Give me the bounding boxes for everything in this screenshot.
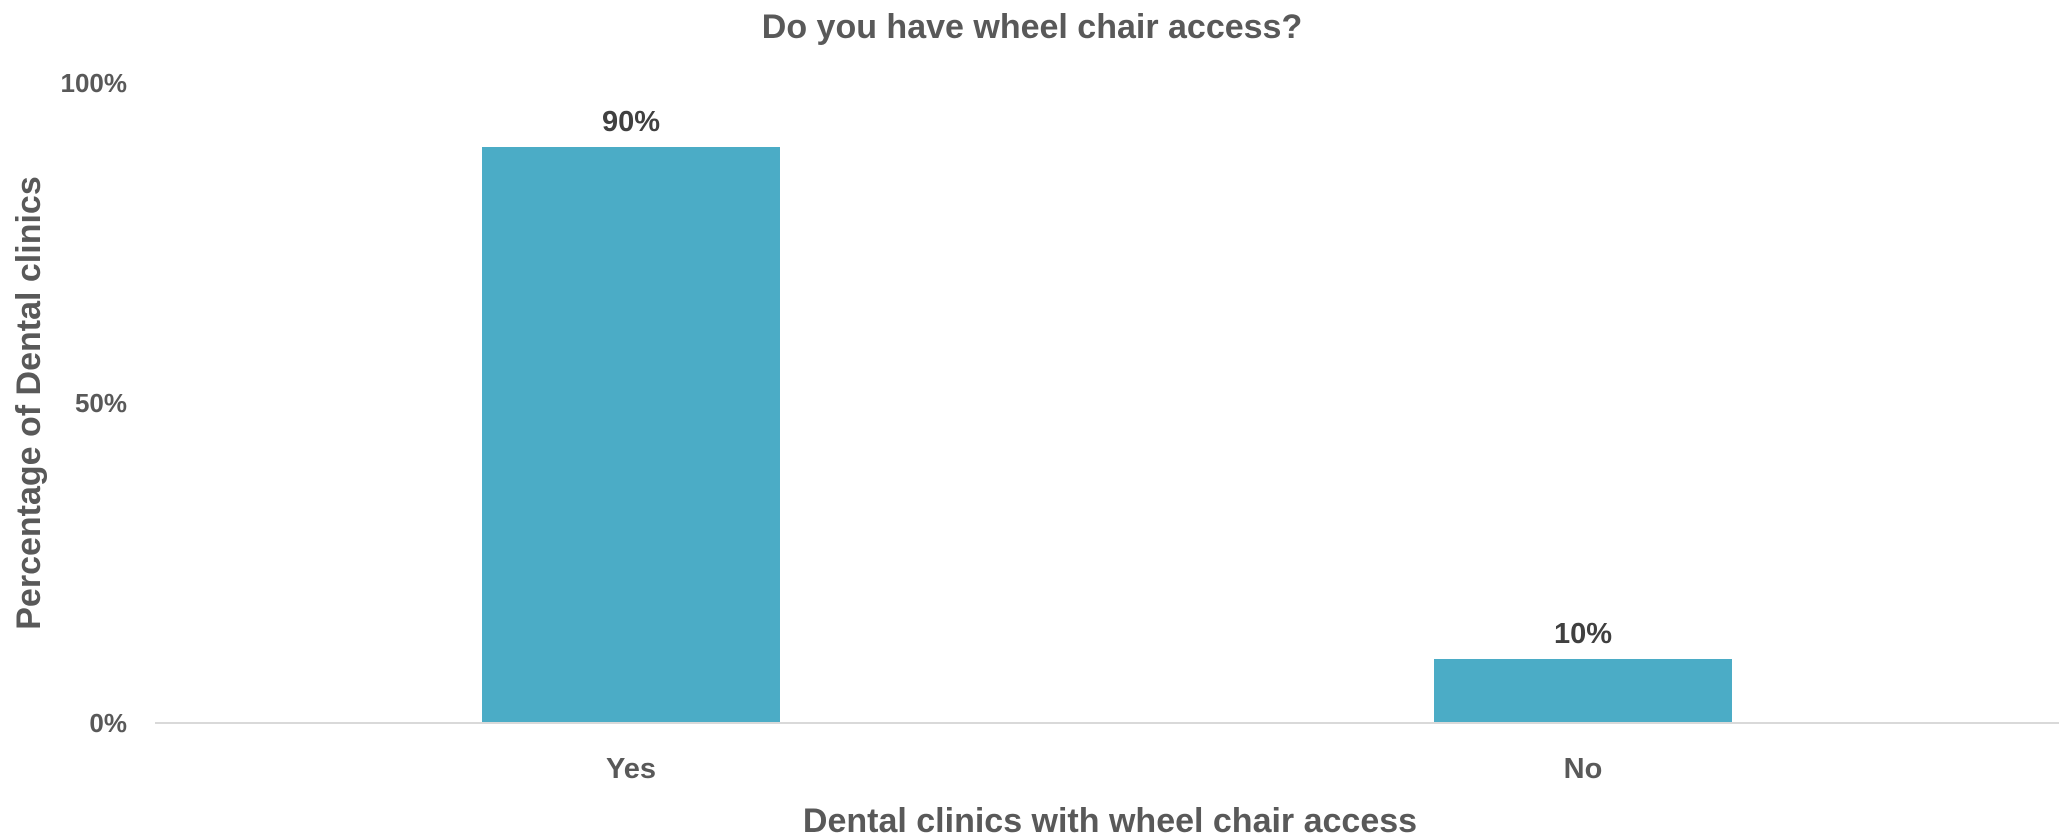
- x-category-label: No: [1564, 753, 1603, 785]
- x-category-label: Yes: [606, 753, 656, 785]
- data-label-yes: 90%: [602, 106, 660, 138]
- bars: [482, 147, 1732, 723]
- data-label-no: 10%: [1554, 618, 1612, 650]
- y-axis-title: Percentage of Dental clinics: [10, 176, 48, 630]
- chart-title: Do you have wheel chair access?: [762, 8, 1302, 46]
- x-axis-title: Dental clinics with wheel chair access: [803, 802, 1417, 839]
- data-labels: 90% 10%: [602, 106, 1612, 650]
- y-axis-ticks: 0% 50% 100%: [61, 68, 128, 738]
- y-tick-label: 100%: [61, 68, 128, 98]
- bar-yes: [482, 147, 780, 723]
- bar-no: [1434, 659, 1732, 723]
- y-tick-label: 50%: [75, 388, 127, 418]
- y-tick-label: 0%: [89, 708, 127, 738]
- x-axis-categories: Yes No: [606, 753, 1602, 785]
